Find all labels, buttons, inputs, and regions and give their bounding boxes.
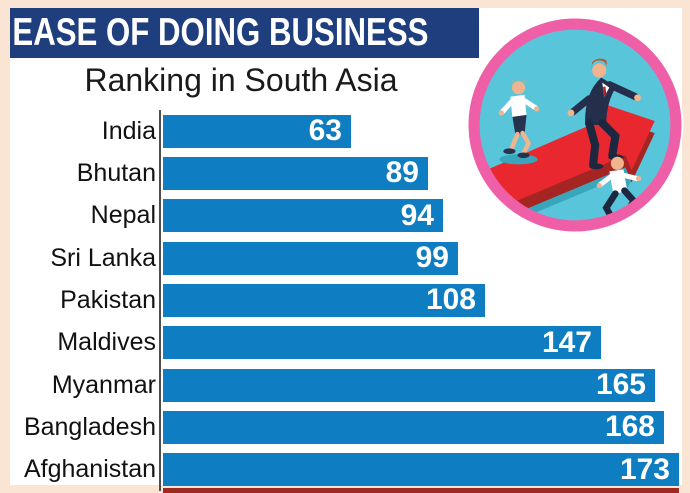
category-label: Maldives (57, 328, 156, 357)
bar-sri-lanka: 99 (163, 241, 458, 275)
businesspeople-arrow-illustration (466, 16, 684, 234)
bar-chart: India 63 Bhutan 89 Nepal 94 Sri Lanka 99 Pakista… (10, 110, 688, 491)
chart-row: Maldives 147 (10, 322, 688, 364)
chart-row: Nepal 94 (10, 195, 688, 237)
header-banner: EASE OF DOING BUSINESS (10, 8, 479, 58)
bar-value-label: 168 (604, 410, 655, 444)
pink-ring (468, 18, 682, 232)
bar-value-label: 108 (425, 283, 476, 317)
bar-nepal: 94 (163, 198, 443, 233)
category-label: Myanmar (51, 370, 156, 399)
chart-row: Bhutan 89 (10, 152, 688, 194)
bar-bangladesh: 168 (163, 410, 664, 444)
bar-value-label: 165 (595, 368, 646, 402)
category-label: Bhutan (76, 158, 156, 187)
category-label: India (101, 116, 156, 145)
bar-value-label: 147 (541, 325, 592, 359)
bar-value-label: 63 (308, 114, 342, 148)
chart-row: India 63 (10, 110, 688, 152)
chart-row: Sri Lanka 99 (10, 237, 688, 279)
bar-india: 63 (163, 114, 351, 148)
bar-value-label: 173 (619, 452, 670, 486)
chart-row: Pakistan 108 (10, 279, 688, 321)
category-label: Sri Lanka (50, 243, 156, 272)
bar-afghanistan: 173 (163, 452, 679, 487)
y-axis-line (159, 110, 161, 491)
chart-row: Myanmar 165 (10, 364, 688, 406)
bottom-accent-strip (163, 488, 679, 493)
circle-outer-rim (466, 16, 684, 234)
category-label: Pakistan (60, 285, 156, 314)
category-label: Bangladesh (23, 412, 156, 441)
bar-bhutan: 89 (163, 156, 428, 190)
bar-myanmar: 165 (163, 368, 655, 402)
running-woman-figure (498, 78, 540, 165)
category-label: Afghanistan (23, 455, 156, 484)
chart-row: Bangladesh 168 (10, 406, 688, 448)
bar-pakistan: 108 (163, 283, 485, 317)
bar-value-label: 89 (385, 156, 419, 190)
chart-row: Afghanistan 173 (10, 449, 688, 491)
page-title: EASE OF DOING BUSINESS (12, 11, 429, 54)
bar-value-label: 99 (415, 241, 449, 275)
bar-maldives: 147 (163, 325, 601, 360)
chart-subtitle: Ranking in South Asia (84, 61, 398, 98)
bar-value-label: 94 (400, 198, 434, 232)
category-label: Nepal (90, 201, 156, 230)
businessman-on-arrow-figure (567, 58, 642, 170)
